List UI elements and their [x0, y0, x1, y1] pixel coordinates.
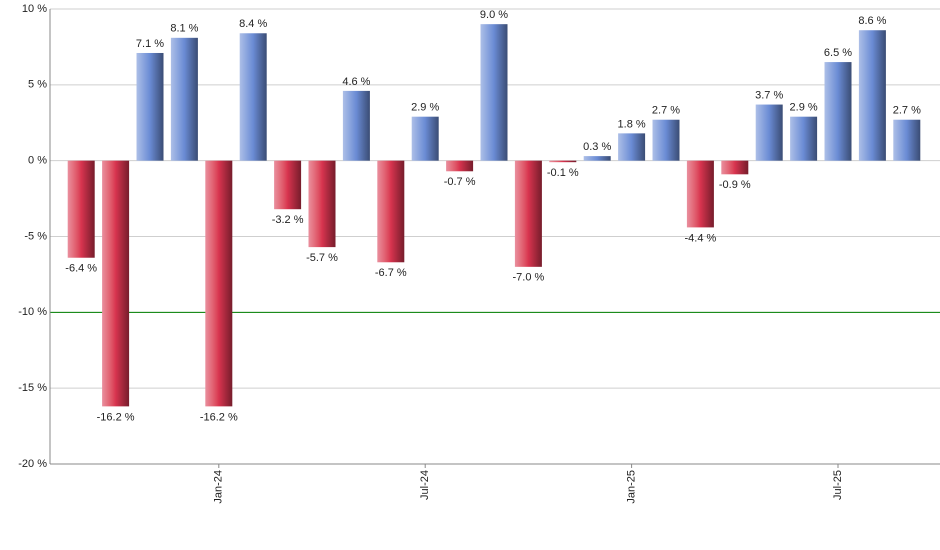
value-label: -0.9 % — [719, 179, 751, 191]
bar — [618, 133, 646, 161]
bar — [446, 160, 474, 172]
bar — [377, 160, 405, 263]
bar — [170, 37, 198, 161]
bar — [102, 160, 130, 407]
x-tick-label: Jan-25 — [626, 470, 638, 504]
value-label: -6.7 % — [375, 267, 407, 279]
x-tick-label: Jul-25 — [832, 470, 844, 500]
y-tick-label: 0 % — [28, 155, 47, 167]
value-label: -7.0 % — [513, 272, 545, 284]
value-label: 4.6 % — [342, 76, 370, 88]
bar — [274, 160, 302, 210]
value-label: -0.1 % — [547, 167, 579, 179]
bar — [721, 160, 749, 175]
bar — [824, 62, 852, 161]
bar — [893, 119, 921, 161]
value-label: 2.7 % — [893, 105, 921, 117]
bar — [514, 160, 542, 267]
bar — [652, 119, 680, 161]
value-label: 8.1 % — [170, 23, 198, 35]
bar — [411, 116, 439, 161]
y-tick-label: -20 % — [18, 458, 47, 470]
value-label: -6.4 % — [65, 263, 97, 275]
value-label: -16.2 % — [97, 411, 135, 423]
y-tick-label: -15 % — [18, 382, 47, 394]
value-label: 9.0 % — [480, 9, 508, 21]
bar — [239, 33, 267, 161]
bar — [755, 104, 783, 161]
x-tick-label: Jul-24 — [419, 470, 431, 500]
x-tick-label: Jan-24 — [213, 470, 225, 504]
bar — [790, 116, 818, 161]
bar — [308, 160, 336, 248]
value-label: -16.2 % — [200, 411, 238, 423]
bar — [67, 160, 95, 258]
y-tick-label: 10 % — [22, 3, 47, 15]
bar — [205, 160, 233, 407]
bar — [858, 30, 886, 161]
value-label: -4.4 % — [685, 232, 717, 244]
value-label: 2.9 % — [411, 102, 439, 114]
bar — [136, 52, 164, 161]
bar — [686, 160, 714, 228]
value-label: -3.2 % — [272, 214, 304, 226]
value-label: 8.4 % — [239, 18, 267, 30]
value-label: 2.9 % — [790, 102, 818, 114]
value-label: -5.7 % — [306, 252, 338, 264]
value-label: -0.7 % — [444, 176, 476, 188]
value-label: 0.3 % — [583, 141, 611, 153]
bar — [342, 90, 370, 161]
y-tick-label: -10 % — [18, 306, 47, 318]
bar — [549, 160, 577, 163]
bar — [480, 24, 508, 161]
value-label: 8.6 % — [858, 15, 886, 27]
bar — [583, 156, 611, 161]
value-label: 6.5 % — [824, 47, 852, 59]
value-label: 3.7 % — [755, 89, 783, 101]
value-label: 7.1 % — [136, 38, 164, 50]
y-tick-label: -5 % — [24, 230, 47, 242]
value-label: 2.7 % — [652, 105, 680, 117]
y-tick-label: 5 % — [28, 79, 47, 91]
value-label: 1.8 % — [618, 118, 646, 130]
